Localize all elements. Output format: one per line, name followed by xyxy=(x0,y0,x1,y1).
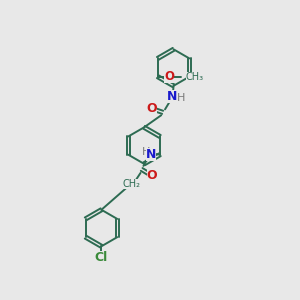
Text: N: N xyxy=(167,91,177,103)
Text: O: O xyxy=(147,169,157,182)
Text: O: O xyxy=(164,70,174,83)
Text: O: O xyxy=(146,102,157,115)
Text: N: N xyxy=(146,148,156,160)
Text: Cl: Cl xyxy=(95,251,108,264)
Text: CH₂: CH₂ xyxy=(122,178,140,189)
Text: H: H xyxy=(142,147,150,157)
Text: H: H xyxy=(177,93,185,103)
Text: CH₃: CH₃ xyxy=(186,72,204,82)
